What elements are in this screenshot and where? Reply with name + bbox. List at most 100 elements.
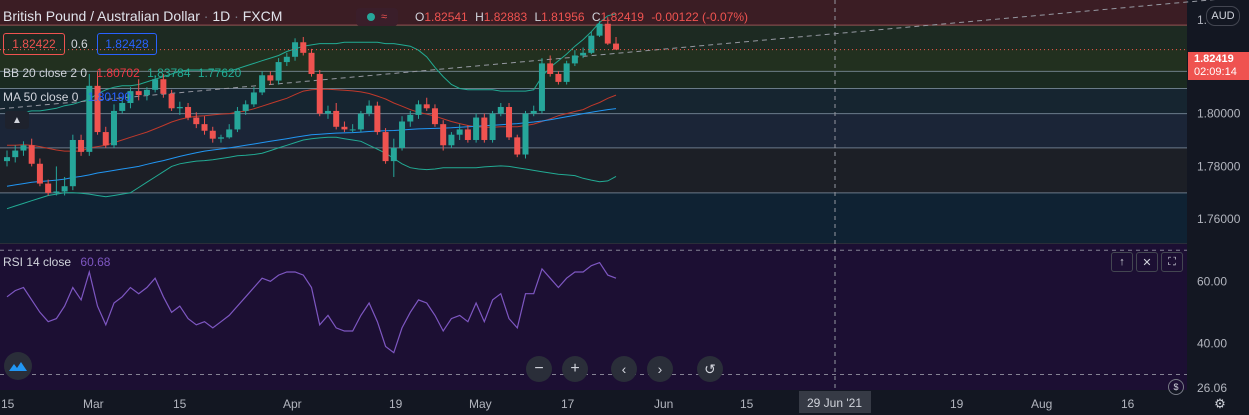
move-pane-up-button[interactable]: ↑ bbox=[1111, 252, 1133, 272]
candle-body[interactable] bbox=[292, 42, 299, 57]
candle-body[interactable] bbox=[341, 126, 348, 130]
candle-body[interactable] bbox=[514, 137, 521, 155]
chart-settings-button[interactable]: ⚙ bbox=[1211, 395, 1229, 413]
sell-button[interactable]: 1.82422 bbox=[3, 33, 65, 55]
candle-body[interactable] bbox=[36, 163, 43, 184]
candle-body[interactable] bbox=[333, 110, 340, 127]
candle-body[interactable] bbox=[407, 114, 414, 122]
candle-body[interactable] bbox=[308, 52, 315, 74]
candle-body[interactable] bbox=[94, 85, 101, 133]
candle-body[interactable] bbox=[604, 23, 611, 44]
candle-body[interactable] bbox=[193, 117, 200, 125]
zoom-out-button[interactable]: − bbox=[526, 356, 552, 382]
candle-body[interactable] bbox=[473, 117, 480, 140]
currency-button[interactable]: AUD bbox=[1206, 6, 1240, 26]
candle-body[interactable] bbox=[78, 139, 85, 152]
close-pane-button[interactable]: ✕ bbox=[1136, 252, 1158, 272]
candle-body[interactable] bbox=[259, 75, 266, 93]
candle-body[interactable] bbox=[366, 105, 373, 114]
candle-body[interactable] bbox=[20, 145, 27, 151]
candle-body[interactable] bbox=[588, 35, 595, 53]
candle-body[interactable] bbox=[176, 106, 183, 109]
zoom-in-button[interactable]: + bbox=[562, 356, 588, 382]
candle-body[interactable] bbox=[209, 130, 216, 139]
candle-body[interactable] bbox=[374, 105, 381, 133]
buy-button[interactable]: 1.82428 bbox=[97, 33, 157, 55]
candle-body[interactable] bbox=[481, 117, 488, 140]
candle-body[interactable] bbox=[250, 92, 257, 105]
candle-body[interactable] bbox=[234, 110, 241, 130]
candle-body[interactable] bbox=[415, 104, 422, 115]
candle-body[interactable] bbox=[440, 124, 447, 146]
candle-body[interactable] bbox=[127, 91, 134, 104]
candle-body[interactable] bbox=[530, 110, 537, 114]
collapse-legend-button[interactable]: ▲ bbox=[5, 111, 29, 129]
candle-body[interactable] bbox=[522, 113, 529, 155]
candle-body[interactable] bbox=[28, 145, 35, 164]
candle-body[interactable] bbox=[456, 129, 463, 135]
rsi-legend[interactable]: RSI 14 close 60.68 bbox=[3, 255, 110, 269]
market-status-icon[interactable]: ≈ bbox=[356, 8, 398, 26]
maximize-pane-button[interactable]: ⛶ bbox=[1161, 252, 1183, 272]
main-pane[interactable] bbox=[0, 0, 1239, 390]
candle-body[interactable] bbox=[267, 75, 274, 81]
candle-body[interactable] bbox=[506, 106, 513, 138]
candle-body[interactable] bbox=[201, 124, 208, 131]
candle-body[interactable] bbox=[538, 63, 545, 111]
candle-body[interactable] bbox=[349, 129, 356, 131]
candle-body[interactable] bbox=[12, 150, 19, 158]
reset-chart-button[interactable]: ↺ bbox=[697, 356, 723, 382]
candle-body[interactable] bbox=[357, 113, 364, 130]
candle-body[interactable] bbox=[596, 23, 603, 36]
candle-body[interactable] bbox=[119, 103, 126, 111]
trend-line[interactable] bbox=[0, 0, 1239, 110]
candle-body[interactable] bbox=[555, 73, 562, 82]
candle-body[interactable] bbox=[571, 55, 578, 64]
rsi-axis-settings-icon[interactable]: $ bbox=[1168, 379, 1184, 395]
candle-body[interactable] bbox=[324, 110, 331, 114]
scroll-right-button[interactable]: › bbox=[647, 356, 673, 382]
candle-body[interactable] bbox=[143, 89, 150, 96]
candle-body[interactable] bbox=[185, 106, 192, 118]
candle-body[interactable] bbox=[61, 186, 68, 192]
time-tick-label: Mar bbox=[83, 397, 104, 411]
candle-body[interactable] bbox=[497, 106, 504, 114]
candle-body[interactable] bbox=[464, 129, 471, 140]
candle-body[interactable] bbox=[399, 121, 406, 148]
symbol-title[interactable]: British Pound / Australian Dollar · 1D ·… bbox=[3, 8, 283, 24]
candle-body[interactable] bbox=[135, 91, 142, 96]
candle-body[interactable] bbox=[168, 93, 175, 109]
candle-body[interactable] bbox=[613, 43, 620, 50]
candle-body[interactable] bbox=[53, 191, 60, 193]
candle-body[interactable] bbox=[283, 56, 290, 63]
candle-body[interactable] bbox=[69, 139, 76, 187]
candle-body[interactable] bbox=[448, 134, 455, 146]
candle-body[interactable] bbox=[102, 132, 109, 146]
candle-body[interactable] bbox=[4, 157, 10, 162]
candle-body[interactable] bbox=[431, 108, 438, 125]
candle-body[interactable] bbox=[152, 79, 159, 90]
candle-body[interactable] bbox=[300, 42, 307, 53]
candle-body[interactable] bbox=[110, 110, 117, 146]
candle-body[interactable] bbox=[382, 132, 389, 162]
candle-body[interactable] bbox=[160, 79, 167, 94]
candle-body[interactable] bbox=[316, 73, 323, 114]
candle-body[interactable] bbox=[226, 129, 233, 138]
candle-body[interactable] bbox=[390, 147, 397, 162]
candle-body[interactable] bbox=[217, 137, 224, 139]
tradingview-logo[interactable] bbox=[4, 352, 32, 380]
candle-body[interactable] bbox=[423, 104, 430, 109]
candle-body[interactable] bbox=[242, 104, 249, 111]
candle-body[interactable] bbox=[489, 113, 496, 140]
candle-body[interactable] bbox=[86, 85, 93, 152]
scroll-left-button[interactable]: ‹ bbox=[611, 356, 637, 382]
rsi-pane[interactable] bbox=[0, 249, 1187, 375]
candle-body[interactable] bbox=[275, 62, 282, 81]
ma-legend[interactable]: MA 50 close 0 1.80190 bbox=[3, 90, 131, 104]
candle-body[interactable] bbox=[563, 63, 570, 82]
candle-body[interactable] bbox=[45, 183, 52, 193]
bb-legend[interactable]: BB 20 close 2 0 1.80702 1.83784 1.77620 bbox=[3, 66, 241, 80]
candle-body[interactable] bbox=[580, 52, 587, 56]
candle-body[interactable] bbox=[547, 63, 554, 74]
